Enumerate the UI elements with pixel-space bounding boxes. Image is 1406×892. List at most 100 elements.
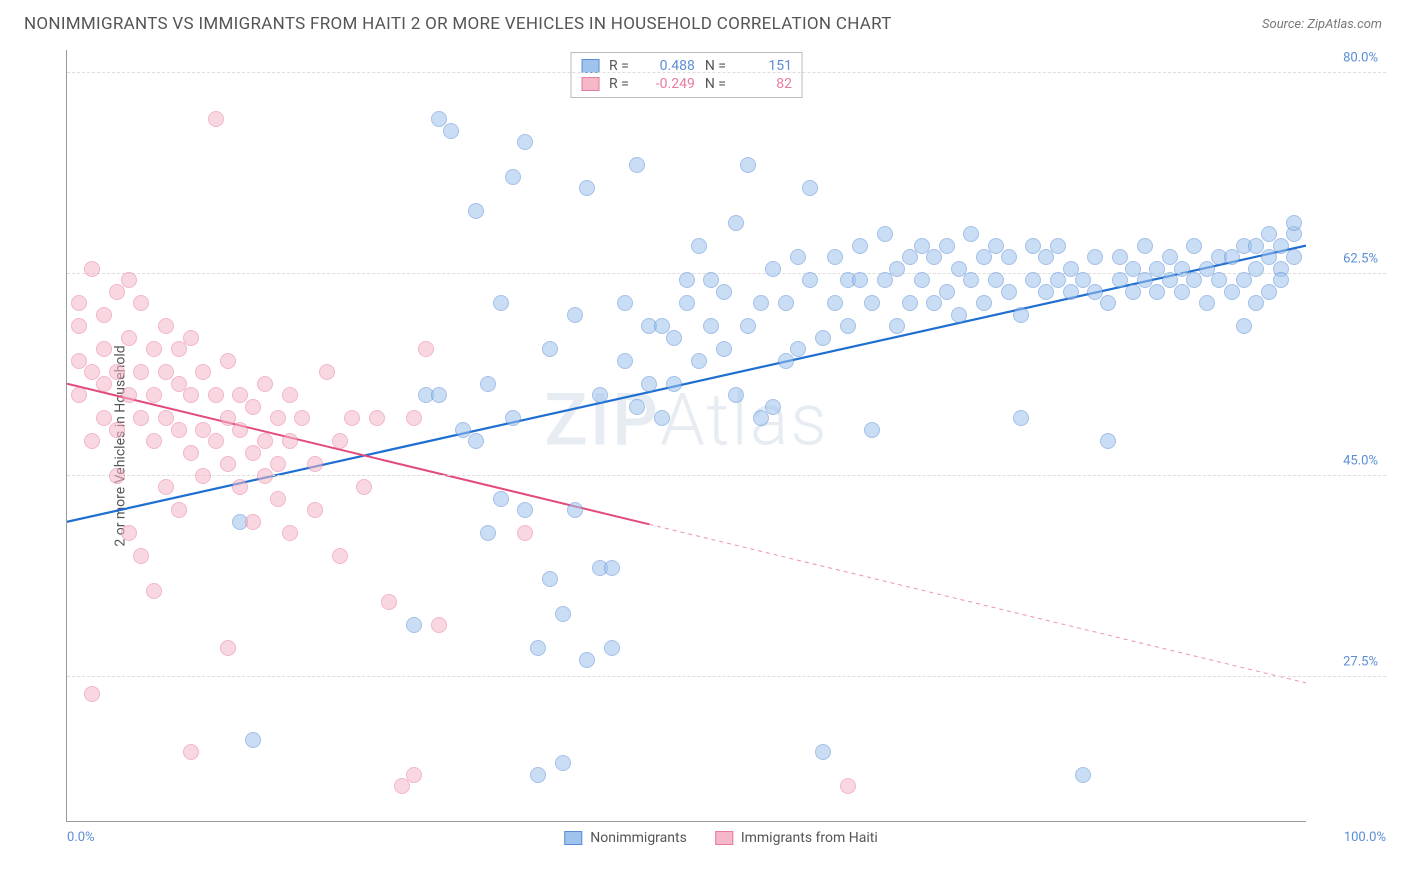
scatter-point	[567, 307, 583, 323]
scatter-point	[121, 387, 137, 403]
series-swatch	[715, 831, 733, 845]
scatter-point	[703, 318, 719, 334]
scatter-point	[71, 295, 87, 311]
scatter-point	[84, 261, 100, 277]
scatter-point	[232, 479, 248, 495]
scatter-point	[282, 525, 298, 541]
legend: NonimmigrantsImmigrants from Haiti	[564, 830, 878, 846]
scatter-point	[245, 514, 261, 530]
scatter-point	[332, 433, 348, 449]
scatter-point	[815, 330, 831, 346]
scatter-point	[121, 272, 137, 288]
scatter-point	[902, 295, 918, 311]
y-tick-label: 62.5%	[1343, 252, 1378, 267]
legend-item: Immigrants from Haiti	[715, 830, 878, 846]
scatter-point	[183, 744, 199, 760]
trend-lines	[67, 50, 1306, 821]
scatter-point	[232, 422, 248, 438]
scatter-point	[765, 261, 781, 277]
scatter-point	[220, 456, 236, 472]
scatter-point	[1038, 284, 1054, 300]
scatter-point	[1125, 284, 1141, 300]
scatter-point	[1013, 410, 1029, 426]
scatter-point	[629, 157, 645, 173]
scatter-point	[976, 249, 992, 265]
gridline	[67, 72, 1386, 73]
scatter-point	[1075, 767, 1091, 783]
scatter-point	[555, 755, 571, 771]
scatter-point	[864, 422, 880, 438]
scatter-point	[84, 433, 100, 449]
scatter-point	[171, 341, 187, 357]
scatter-point	[158, 479, 174, 495]
scatter-point	[1186, 272, 1202, 288]
scatter-point	[716, 341, 732, 357]
scatter-point	[133, 295, 149, 311]
scatter-point	[877, 272, 893, 288]
scatter-point	[889, 261, 905, 277]
scatter-point	[926, 295, 942, 311]
scatter-point	[951, 307, 967, 323]
scatter-point	[939, 284, 955, 300]
scatter-point	[1286, 249, 1302, 265]
scatter-point	[815, 744, 831, 760]
scatter-point	[109, 468, 125, 484]
scatter-point	[827, 295, 843, 311]
scatter-point	[245, 399, 261, 415]
scatter-point	[109, 422, 125, 438]
scatter-point	[679, 272, 695, 288]
scatter-point	[1248, 295, 1264, 311]
scatter-point	[369, 410, 385, 426]
scatter-point	[294, 410, 310, 426]
scatter-point	[864, 295, 880, 311]
scatter-point	[208, 433, 224, 449]
scatter-point	[220, 640, 236, 656]
scatter-point	[567, 502, 583, 518]
correlation-stats-box: R =0.488N =151R =-0.249N =82	[570, 52, 803, 98]
x-tick-label: 100.0%	[1344, 830, 1386, 845]
scatter-point	[121, 330, 137, 346]
scatter-point	[716, 284, 732, 300]
scatter-point	[146, 433, 162, 449]
scatter-point	[1001, 284, 1017, 300]
scatter-point	[629, 399, 645, 415]
scatter-point	[666, 330, 682, 346]
scatter-point	[790, 249, 806, 265]
plot-region: ZIPAtlas R =0.488N =151R =-0.249N =82 27…	[66, 50, 1306, 822]
scatter-point	[406, 410, 422, 426]
y-tick-label: 45.0%	[1343, 453, 1378, 468]
scatter-point	[604, 560, 620, 576]
scatter-point	[753, 295, 769, 311]
scatter-point	[183, 387, 199, 403]
scatter-point	[133, 410, 149, 426]
scatter-point	[530, 767, 546, 783]
scatter-point	[1273, 272, 1289, 288]
scatter-point	[1087, 249, 1103, 265]
scatter-point	[517, 525, 533, 541]
scatter-point	[282, 433, 298, 449]
scatter-point	[963, 226, 979, 242]
scatter-point	[109, 284, 125, 300]
y-tick-label: 80.0%	[1343, 51, 1378, 66]
scatter-point	[96, 376, 112, 392]
scatter-point	[505, 410, 521, 426]
scatter-point	[307, 502, 323, 518]
scatter-point	[109, 364, 125, 380]
scatter-point	[592, 387, 608, 403]
scatter-point	[1286, 215, 1302, 231]
scatter-point	[183, 330, 199, 346]
scatter-point	[146, 387, 162, 403]
scatter-point	[133, 364, 149, 380]
scatter-point	[270, 456, 286, 472]
scatter-point	[344, 410, 360, 426]
scatter-point	[1248, 261, 1264, 277]
scatter-point	[96, 307, 112, 323]
scatter-point	[307, 456, 323, 472]
scatter-point	[208, 111, 224, 127]
chart-title: NONIMMIGRANTS VS IMMIGRANTS FROM HAITI 2…	[24, 14, 892, 34]
scatter-point	[579, 180, 595, 196]
scatter-point	[71, 387, 87, 403]
scatter-point	[1186, 238, 1202, 254]
chart-header: NONIMMIGRANTS VS IMMIGRANTS FROM HAITI 2…	[0, 0, 1406, 42]
scatter-point	[740, 318, 756, 334]
